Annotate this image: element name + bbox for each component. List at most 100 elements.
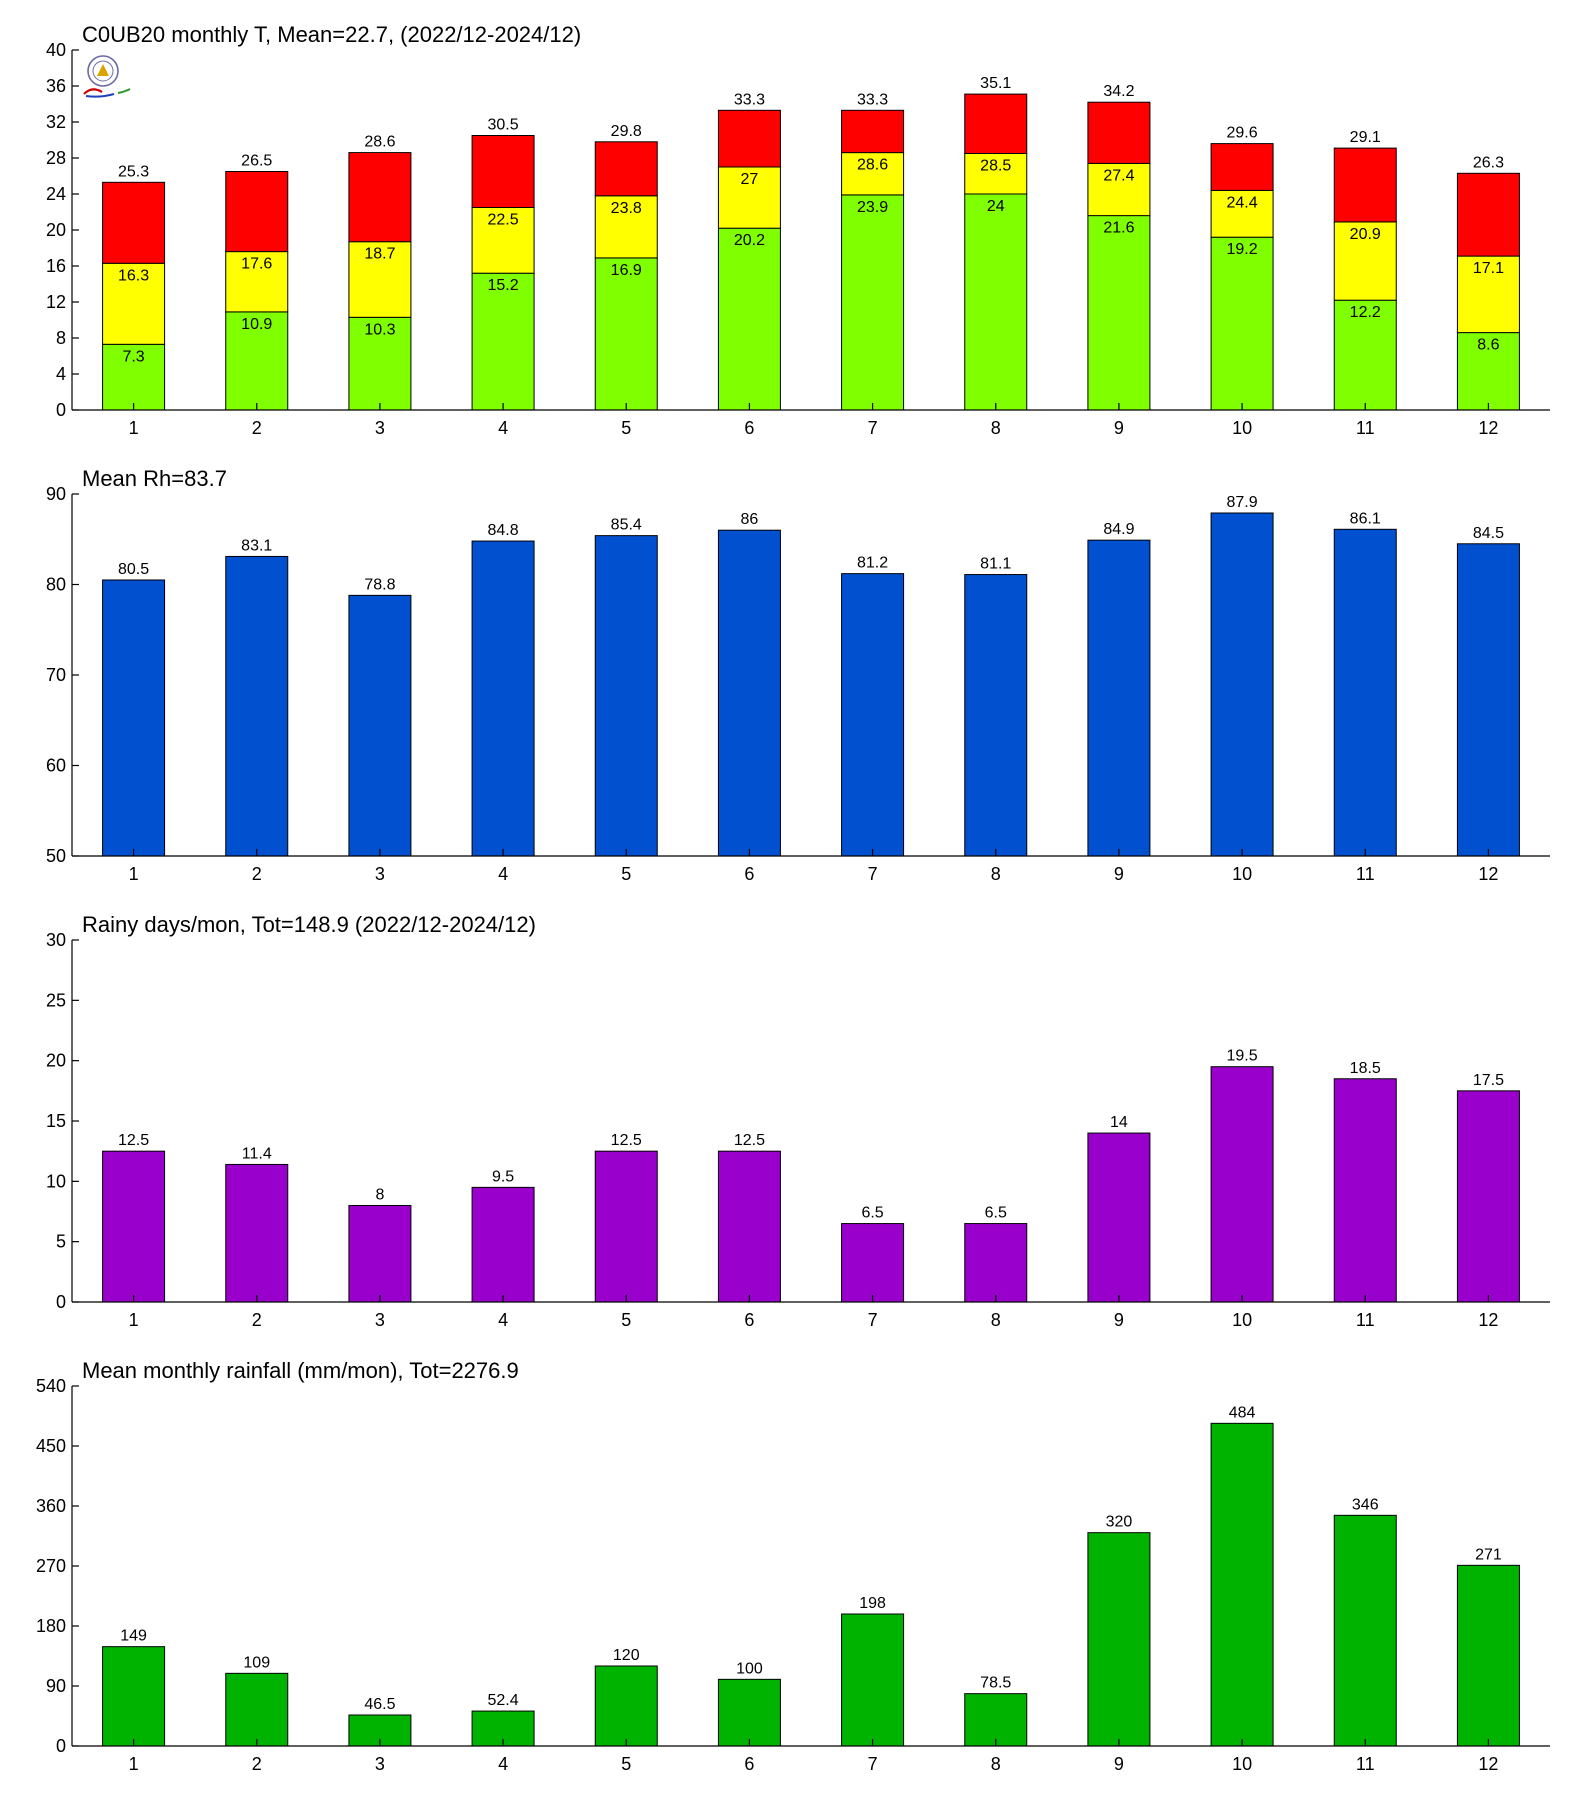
data-label: 9.5 <box>492 1168 514 1185</box>
bar-7 <box>841 1613 905 1747</box>
bar-9-level-1 <box>1087 215 1151 411</box>
data-label: 46.5 <box>364 1696 395 1713</box>
bar-6 <box>717 1150 781 1303</box>
weather-bureau-logo <box>83 55 131 98</box>
data-label: 120 <box>613 1647 640 1664</box>
data-label: 86.1 <box>1350 510 1381 527</box>
x-tick-label: 7 <box>868 418 878 438</box>
bar-8 <box>964 1693 1028 1747</box>
y-tick-label: 25 <box>46 990 66 1010</box>
data-label: 85.4 <box>611 517 642 534</box>
data-label: 20.9 <box>1350 226 1381 243</box>
y-tick-label: 0 <box>56 1736 66 1756</box>
chart-title: C0UB20 monthly T, Mean=22.7, (2022/12-20… <box>82 22 581 47</box>
x-tick-label: 8 <box>991 418 1001 438</box>
data-label: 33.3 <box>734 91 765 108</box>
data-label: 78.5 <box>980 1675 1011 1692</box>
data-label: 35.1 <box>980 75 1011 92</box>
x-tick-label: 11 <box>1356 1310 1375 1330</box>
y-tick-label: 0 <box>56 1292 66 1312</box>
chart-title: Mean Rh=83.7 <box>82 466 227 491</box>
bar-4-level-2 <box>471 207 535 274</box>
data-label: 78.8 <box>364 576 395 593</box>
data-label: 52.4 <box>488 1692 519 1709</box>
bar-6 <box>717 1678 781 1747</box>
y-tick-label: 10 <box>46 1171 66 1191</box>
data-label: 23.8 <box>611 200 642 217</box>
data-label: 28.6 <box>857 157 888 174</box>
data-label: 12.5 <box>734 1132 765 1149</box>
x-tick-label: 8 <box>991 864 1001 884</box>
x-tick-label: 6 <box>744 1754 754 1774</box>
y-tick-label: 80 <box>46 575 66 595</box>
x-tick-label: 2 <box>252 864 262 884</box>
data-label: 149 <box>120 1628 147 1645</box>
bar-5 <box>594 1150 658 1303</box>
x-tick-label: 4 <box>498 1754 508 1774</box>
bar-7-level-2 <box>841 152 905 196</box>
bar-7-level-1 <box>841 194 905 411</box>
bar-10 <box>1210 1422 1274 1747</box>
bar-2-level-3 <box>225 171 289 253</box>
chart-panel-1: C0UB20 monthly T, Mean=22.7, (2022/12-20… <box>46 22 1550 438</box>
bar-3 <box>348 1204 412 1303</box>
bar-12 <box>1456 1090 1520 1303</box>
bar-11-level-2 <box>1333 221 1397 301</box>
data-label: 80.5 <box>118 561 149 578</box>
x-tick-label: 12 <box>1478 418 1498 438</box>
x-tick-label: 6 <box>744 418 754 438</box>
data-label: 24 <box>987 198 1005 215</box>
y-tick-label: 60 <box>46 756 66 776</box>
data-label: 11.4 <box>242 1145 272 1162</box>
bar-3-level-2 <box>348 241 412 318</box>
data-label: 17.6 <box>241 256 272 273</box>
bar-3 <box>348 594 412 857</box>
bar-9 <box>1087 1132 1151 1303</box>
y-tick-label: 0 <box>56 400 66 420</box>
logo-seal-inner <box>92 60 114 82</box>
data-label: 19.5 <box>1227 1048 1258 1065</box>
x-tick-label: 10 <box>1232 418 1252 438</box>
bar-8-level-2 <box>964 153 1028 195</box>
y-tick-label: 4 <box>56 364 66 384</box>
y-tick-label: 5 <box>56 1232 66 1252</box>
bar-11-level-1 <box>1333 299 1397 411</box>
bar-12-level-3 <box>1456 172 1520 257</box>
bar-7 <box>841 573 905 857</box>
chart-title: Mean monthly rainfall (mm/mon), Tot=2276… <box>82 1358 519 1383</box>
data-label: 18.5 <box>1350 1060 1381 1077</box>
data-label: 28.5 <box>980 158 1011 175</box>
y-tick-label: 70 <box>46 665 66 685</box>
y-tick-label: 32 <box>46 112 66 132</box>
bar-9 <box>1087 539 1151 857</box>
data-label: 14 <box>1110 1114 1128 1131</box>
x-tick-label: 8 <box>991 1310 1001 1330</box>
x-tick-label: 5 <box>621 1754 631 1774</box>
bar-8-level-3 <box>964 93 1028 154</box>
y-tick-label: 90 <box>46 484 66 504</box>
x-tick-label: 10 <box>1232 864 1252 884</box>
bar-8 <box>964 1223 1028 1303</box>
bar-12 <box>1456 1564 1520 1747</box>
bar-7-level-3 <box>841 109 905 154</box>
x-tick-label: 10 <box>1232 1310 1252 1330</box>
data-label: 18.7 <box>364 246 395 263</box>
x-tick-label: 1 <box>129 1310 139 1330</box>
x-tick-label: 10 <box>1232 1754 1252 1774</box>
data-label: 10.9 <box>241 316 272 333</box>
bar-11-level-3 <box>1333 147 1397 223</box>
x-tick-label: 1 <box>129 1754 139 1774</box>
x-tick-label: 1 <box>129 418 139 438</box>
data-label: 27 <box>741 171 759 188</box>
x-tick-label: 9 <box>1114 864 1124 884</box>
data-label: 346 <box>1352 1496 1379 1513</box>
x-tick-label: 9 <box>1114 418 1124 438</box>
x-tick-label: 3 <box>375 1754 385 1774</box>
x-tick-label: 6 <box>744 864 754 884</box>
x-tick-label: 3 <box>375 1310 385 1330</box>
bar-1-level-2 <box>102 262 166 345</box>
data-label: 12.5 <box>611 1132 642 1149</box>
bar-5-level-2 <box>594 195 658 259</box>
data-label: 19.2 <box>1227 241 1258 258</box>
